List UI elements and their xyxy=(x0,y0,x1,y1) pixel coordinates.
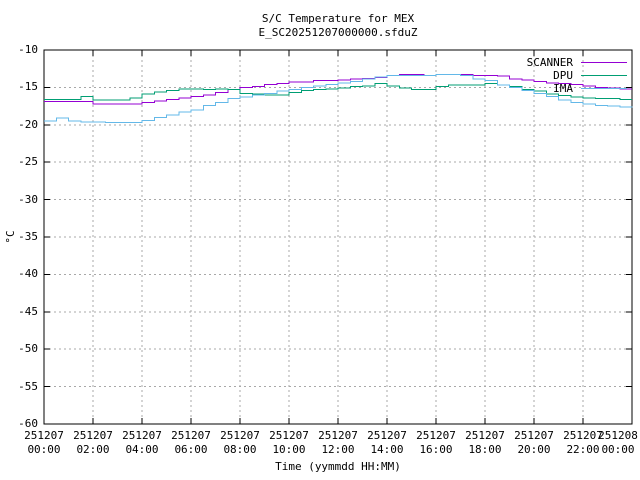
dpu-line-sample xyxy=(581,75,627,76)
y-tick-label: -25 xyxy=(18,155,38,169)
legend-label-scanner: SCANNER xyxy=(526,55,573,69)
y-tick-label: -55 xyxy=(18,379,38,393)
x-tick-time: 14:00 xyxy=(370,443,404,456)
legend-entry-ima: IMA xyxy=(527,82,627,95)
x-tick-date: 251207 xyxy=(563,429,603,442)
scanner-line-sample xyxy=(581,62,627,63)
x-tick-time: 18:00 xyxy=(468,443,502,456)
x-tick-time: 06:00 xyxy=(174,443,208,456)
x-tick-date: 251207 xyxy=(416,429,456,442)
x-tick-date: 251207 xyxy=(367,429,407,442)
x-tick-label: 251208 00:00 xyxy=(596,429,640,457)
chart-title: S/C Temperature for MEX xyxy=(261,12,415,25)
x-tick-date: 251207 xyxy=(465,429,505,442)
x-tick-date: 251207 xyxy=(171,429,211,442)
x-axis-title: Time (yymmdd HH:MM) xyxy=(275,460,401,473)
x-tick-label: 251207 08:00 xyxy=(218,429,262,457)
legend-label-dpu: DPU xyxy=(553,68,573,82)
x-tick-label: 251207 00:00 xyxy=(22,429,66,457)
y-tick-label: -15 xyxy=(18,80,38,94)
y-tick-label: -10 xyxy=(18,43,38,56)
x-tick-time: 04:00 xyxy=(125,443,159,456)
x-tick-label: 251207 10:00 xyxy=(267,429,311,457)
y-tick-label: -40 xyxy=(18,267,38,281)
y-tick-label: -50 xyxy=(18,342,38,356)
x-tick-date: 251207 xyxy=(269,429,309,442)
ima-line-sample xyxy=(581,88,627,89)
chart-subtitle: E_SC20251207000000.sfduZ xyxy=(258,26,418,39)
y-tick-label: -60 xyxy=(18,417,38,430)
x-tick-time: 12:00 xyxy=(321,443,355,456)
x-tick-time: 00:00 xyxy=(27,443,61,456)
y-tick-label: -30 xyxy=(18,192,38,206)
x-tick-label: 251207 04:00 xyxy=(120,429,164,457)
y-tick-label: -35 xyxy=(18,230,38,243)
legend-entry-dpu: DPU xyxy=(527,69,627,82)
ima-series-line xyxy=(44,74,633,124)
y-tick-label: -45 xyxy=(18,304,38,318)
legend: SCANNER DPU IMA xyxy=(527,56,627,95)
x-tick-date: 251207 xyxy=(73,429,113,442)
x-tick-date: 251208 xyxy=(598,429,638,442)
x-tick-label: 251207 18:00 xyxy=(463,429,507,457)
x-tick-label: 251207 12:00 xyxy=(316,429,360,457)
legend-entry-scanner: SCANNER xyxy=(527,56,627,69)
x-tick-label: 251207 16:00 xyxy=(414,429,458,457)
x-tick-date: 251207 xyxy=(318,429,358,442)
x-tick-time: 22:00 xyxy=(566,443,600,456)
x-tick-time: 20:00 xyxy=(517,443,551,456)
x-tick-time: 00:00 xyxy=(601,443,635,456)
x-tick-time: 10:00 xyxy=(272,443,306,456)
x-tick-label: 251207 02:00 xyxy=(71,429,115,457)
x-tick-date: 251207 xyxy=(514,429,554,442)
y-tick-label: -20 xyxy=(18,117,38,131)
x-tick-time: 16:00 xyxy=(419,443,453,456)
x-tick-date: 251207 xyxy=(24,429,64,442)
x-tick-time: 08:00 xyxy=(223,443,257,456)
scanner-series-line xyxy=(44,74,632,105)
legend-label-ima: IMA xyxy=(553,81,573,95)
x-tick-date: 251207 xyxy=(220,429,260,442)
x-tick-label: 251207 20:00 xyxy=(512,429,556,457)
x-tick-date: 251207 xyxy=(122,429,162,442)
x-tick-label: 251207 22:00 xyxy=(561,429,605,457)
x-tick-time: 02:00 xyxy=(76,443,110,456)
x-tick-label: 251207 06:00 xyxy=(169,429,213,457)
x-tick-label: 251207 14:00 xyxy=(365,429,409,457)
